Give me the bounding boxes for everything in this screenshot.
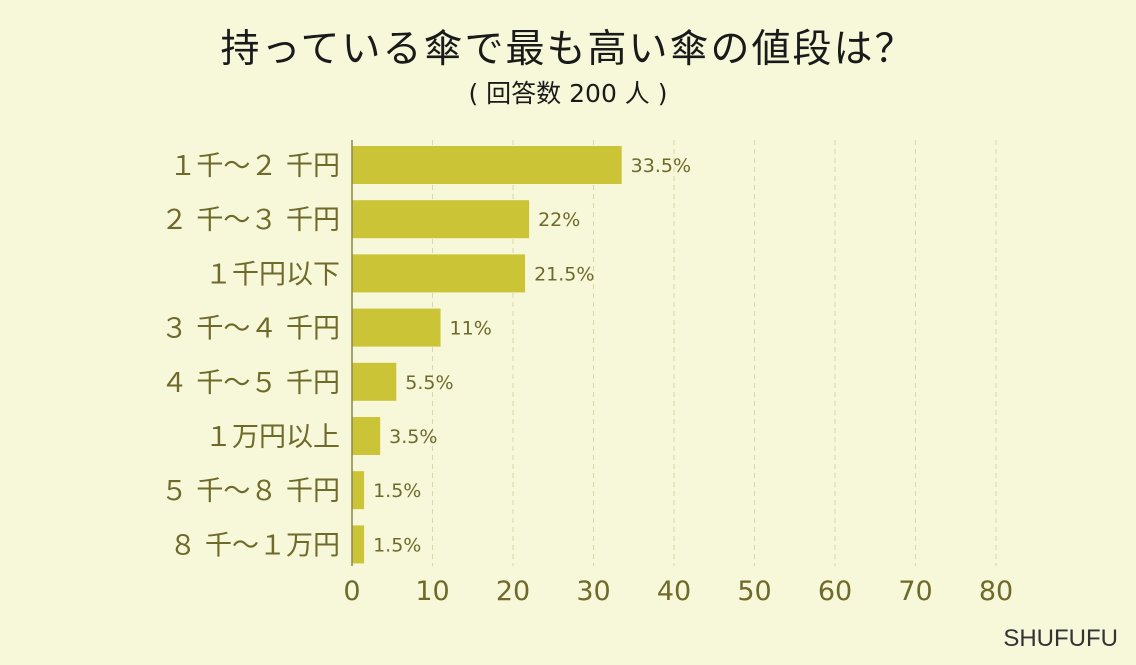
bar-6 — [352, 417, 381, 455]
x-tick-10: 10 — [415, 576, 449, 607]
value-label-7: 1.5% — [373, 480, 421, 502]
bar-7 — [352, 471, 365, 510]
brand-logo-text: SHUFUFU — [1003, 625, 1118, 652]
chart-title: 持っている傘で最も高い傘の値段は？ — [220, 27, 916, 72]
grid-lines — [432, 140, 997, 566]
bar-2 — [352, 200, 530, 239]
value-label-2: 22% — [538, 209, 580, 231]
value-label-8: 1.5% — [373, 534, 421, 556]
x-tick-0: 0 — [343, 576, 360, 607]
category-label-2: ２ 千～３ 千円 — [161, 205, 340, 236]
bar-3 — [352, 254, 526, 293]
category-label-8: ８ 千～１万円 — [169, 530, 340, 561]
chart-subtitle: ( 回答数 200 人 ) — [468, 79, 668, 108]
x-tick-labels: 0 10 20 30 40 50 60 70 80 — [343, 576, 1013, 607]
x-tick-40: 40 — [657, 576, 691, 607]
category-label-6: １万円以上 — [205, 422, 340, 453]
value-label-1: 33.5% — [631, 155, 691, 177]
bars — [352, 146, 622, 564]
value-label-3: 21.5% — [534, 263, 594, 285]
x-tick-20: 20 — [496, 576, 530, 607]
x-tick-60: 60 — [818, 576, 852, 607]
category-label-4: ３ 千～４ 千円 — [161, 314, 340, 345]
bar-1 — [352, 146, 622, 184]
value-label-5: 5.5% — [405, 372, 453, 394]
x-tick-50: 50 — [737, 576, 771, 607]
category-label-3: １千円以下 — [205, 259, 340, 290]
value-label-6: 3.5% — [389, 426, 437, 448]
category-label-7: ５ 千～８ 千円 — [161, 476, 340, 507]
x-tick-30: 30 — [576, 576, 610, 607]
x-tick-70: 70 — [898, 576, 932, 607]
value-label-4: 11% — [450, 318, 492, 340]
category-label-1: １千～２ 千円 — [169, 151, 340, 182]
bar-8 — [352, 525, 365, 564]
bar-4 — [352, 308, 441, 347]
labels: １千～２ 千円 33.5% ２ 千～３ 千円 22% １千円以下 21.5% ３ 千～４ 千… — [161, 151, 691, 561]
x-tick-80: 80 — [979, 576, 1013, 607]
bar-5 — [352, 362, 397, 401]
category-label-5: ４ 千～５ 千円 — [161, 368, 340, 399]
